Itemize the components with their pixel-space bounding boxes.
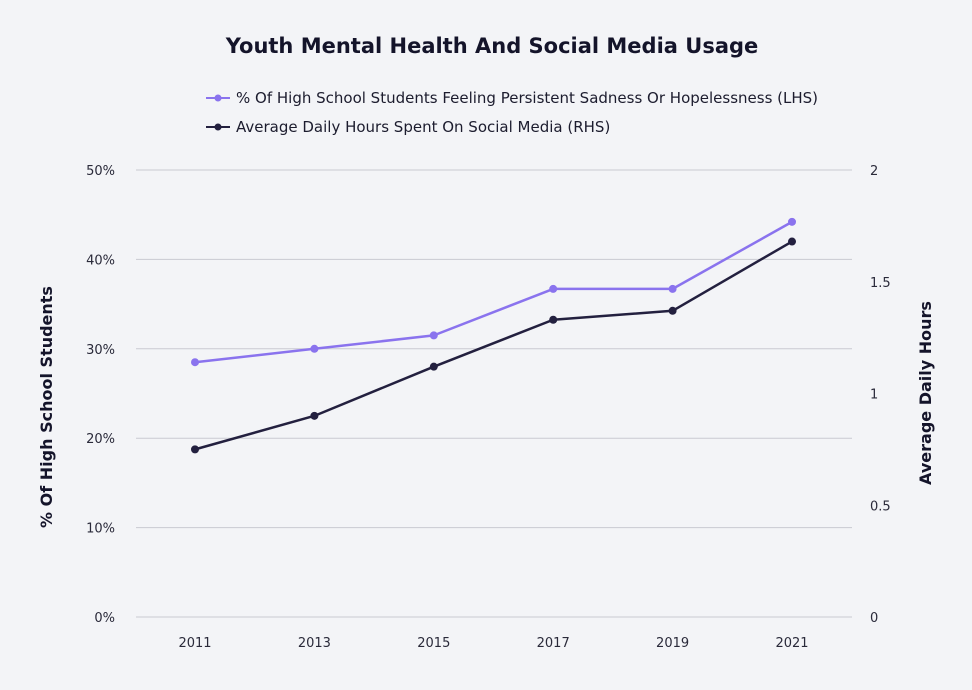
data-point-sadness [788,217,796,226]
data-point-social-media [549,315,558,324]
y-left-tick-label: 0% [94,611,115,626]
x-tick-label: 2021 [775,636,808,651]
y-right-tick-label: 1 [870,388,878,403]
y-left-tick-label: 40% [86,253,115,268]
y-right-tick-label: 1.5 [870,276,891,291]
legend-item-social-media: Average Daily Hours Spent On Social Medi… [206,118,610,136]
series-line-sadness [194,220,793,364]
data-point-social-media [429,362,438,371]
data-point-sadness [191,358,199,367]
x-tick-label: 2013 [298,636,331,651]
y-right-tick-label: 0 [870,611,878,626]
legend-label-sadness: % Of High School Students Feeling Persis… [236,89,818,107]
y-axis-right-ticks: 0 0.5 1 1.5 2 [870,164,891,626]
data-point-social-media [310,411,319,420]
y-left-tick-label: 30% [86,343,115,358]
y-axis-right-label: Average Daily Hours [916,301,935,485]
legend-marker-social-media [214,123,222,131]
x-tick-label: 2015 [417,636,450,651]
chart-title: Youth Mental Health And Social Media Usa… [225,34,759,58]
data-point-social-media [668,306,677,315]
series-line-social-media [194,240,793,451]
x-axis-ticks: 2011 2013 2015 2017 2019 2021 [178,636,808,651]
data-point-sadness [549,284,558,293]
y-left-tick-label: 50% [86,164,115,179]
data-point-sadness [429,331,438,340]
y-left-tick-label: 10% [86,522,115,537]
data-point-sadness [310,344,319,353]
legend-item-sadness: % Of High School Students Feeling Persis… [206,89,818,107]
data-point-social-media [191,445,199,454]
legend-marker-sadness [214,94,222,102]
y-right-tick-label: 0.5 [870,499,891,514]
x-tick-label: 2011 [178,636,211,651]
y-left-tick-label: 20% [86,432,115,447]
y-axis-left-ticks: 0% 10% 20% 30% 40% 50% [86,164,115,626]
data-point-social-media [788,237,796,246]
y-axis-left-label: % Of High School Students [37,286,56,528]
legend: % Of High School Students Feeling Persis… [206,89,818,136]
series [191,217,796,454]
x-tick-label: 2019 [656,636,689,651]
y-right-tick-label: 2 [870,164,878,179]
gridlines [136,169,852,618]
legend-label-social-media: Average Daily Hours Spent On Social Medi… [236,118,610,136]
data-point-sadness [668,284,677,293]
x-tick-label: 2017 [537,636,570,651]
